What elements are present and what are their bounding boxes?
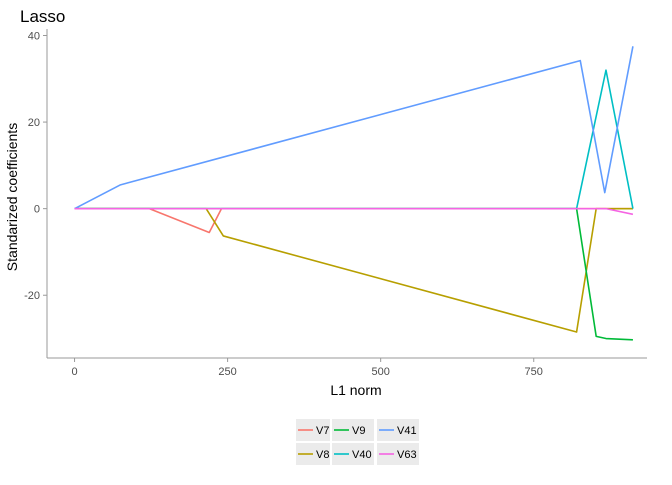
chart-title: Lasso [20, 7, 65, 26]
series-line-v7 [74, 207, 633, 234]
x-tick-label: 750 [525, 366, 543, 378]
legend-key-background [332, 419, 374, 441]
legend-key-background [377, 419, 419, 441]
legend-key-background [332, 443, 374, 465]
series-line-v8 [74, 207, 633, 333]
series-line-v63 [74, 207, 634, 216]
legend-label-v41: V41 [397, 425, 417, 437]
legend-key-background [377, 443, 419, 465]
ticks: 0 250 500 750 -20 0 20 40 [24, 30, 543, 378]
y-tick-label: 40 [28, 30, 40, 42]
legend-label-v7: V7 [316, 425, 329, 437]
series-line-v9 [74, 207, 633, 341]
x-tick-label: 500 [371, 366, 389, 378]
x-axis-label: L1 norm [330, 382, 381, 398]
legend: V7 V8 V9 V40 V41 V63 [296, 419, 419, 465]
y-tick-label: -20 [24, 290, 40, 302]
legend-label-v63: V63 [397, 449, 417, 461]
series-lines [74, 46, 634, 341]
axes [46, 29, 647, 359]
y-tick-label: 20 [28, 117, 40, 129]
legend-label-v9: V9 [352, 425, 365, 437]
legend-label-v40: V40 [352, 449, 372, 461]
legend-label-v8: V8 [316, 449, 329, 461]
series-line-v40 [74, 69, 634, 210]
series-line-v41 [74, 46, 634, 210]
x-tick-label: 250 [218, 366, 236, 378]
y-axis-label: Standarized coefficients [4, 123, 20, 271]
x-tick-label: 0 [71, 366, 77, 378]
y-tick-label: 0 [34, 204, 40, 216]
